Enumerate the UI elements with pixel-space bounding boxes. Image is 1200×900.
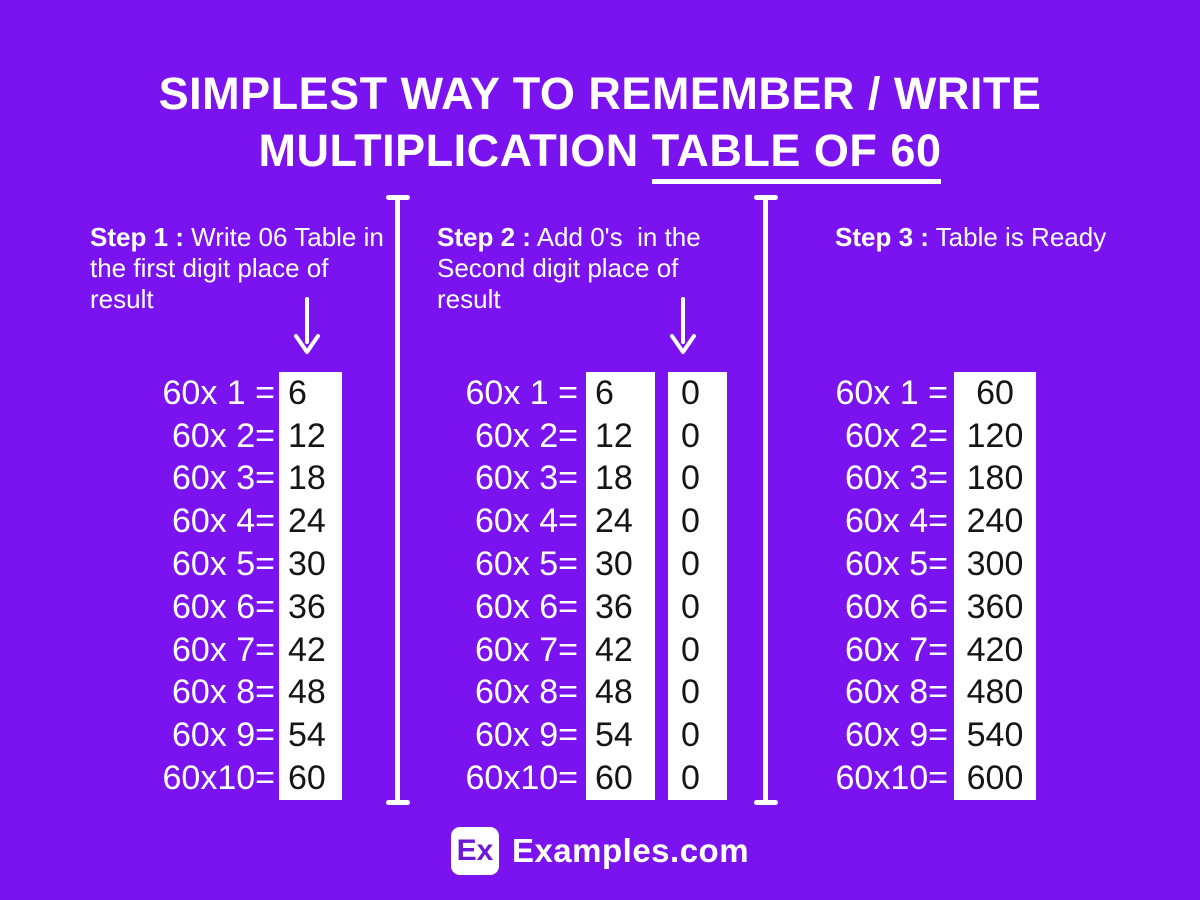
product-value: 360 — [966, 587, 1024, 626]
equation-label: 60x 5= — [844, 545, 948, 584]
zero-digit-value: 0 — [681, 459, 700, 498]
equation-label: 60x 1 = — [162, 373, 275, 412]
product-value: 180 — [966, 459, 1024, 498]
equation-label: 60x 2= — [171, 416, 275, 455]
zero-digit-value: 0 — [681, 502, 700, 541]
step-2-description: Add 0's in the Second digit place of res… — [437, 222, 708, 315]
first-digit-value: 54 — [595, 716, 633, 755]
zero-digit-value: 0 — [681, 373, 700, 412]
first-digit-value: 48 — [595, 673, 633, 712]
equation-label: 60x10= — [162, 759, 276, 798]
equation-label: 60x 6= — [171, 587, 275, 626]
equation-label: 60x 7= — [844, 630, 948, 669]
first-digit-value: 42 — [595, 630, 633, 669]
first-digit-value: 6 — [595, 373, 614, 412]
first-digit-value: 60 — [288, 759, 326, 798]
first-digit-value: 12 — [595, 416, 633, 455]
equation-label: 60x 8= — [474, 673, 578, 712]
zero-digit-value: 0 — [681, 673, 700, 712]
first-digit-value: 36 — [288, 587, 326, 626]
equation-label: 60x 5= — [474, 545, 578, 584]
first-digit-value: 60 — [595, 759, 633, 798]
examples-logo-icon: Ex — [450, 827, 499, 875]
equation-label: 60x 6= — [474, 587, 578, 626]
product-value: 120 — [966, 416, 1024, 455]
divider-step1-step2 — [395, 195, 400, 805]
zero-digit-value: 0 — [681, 587, 700, 626]
step1-first-digit-column: 6 12 18 24 30 36 42 48 54 60 — [279, 372, 342, 800]
equation-label: 60x 2= — [474, 416, 578, 455]
zero-digit-value: 0 — [681, 716, 700, 755]
equation-label: 60x 4= — [844, 502, 948, 541]
step-1-label: Step 1 : — [90, 222, 184, 252]
first-digit-value: 36 — [595, 587, 633, 626]
step3-equation-labels: 60x 1 = 60x 2= 60x 3= 60x 4= 60x 5= 60x 6= 60x… — [820, 372, 949, 800]
product-value: 420 — [966, 630, 1024, 669]
equation-label: 60x 5= — [171, 545, 275, 584]
step-1-description: Write 06 Table in the first digit place … — [90, 222, 392, 315]
equation-label: 60x 3= — [474, 459, 578, 498]
first-digit-value: 42 — [288, 630, 326, 669]
product-value: 600 — [966, 759, 1024, 798]
step-2-header: Step 2 : Add 0's in the Second digit pla… — [437, 222, 737, 316]
equation-label: 60x 8= — [171, 673, 275, 712]
first-digit-value: 18 — [288, 459, 326, 498]
equation-label: 60x 4= — [171, 502, 275, 541]
first-digit-value: 30 — [288, 545, 326, 584]
down-arrow-icon — [294, 297, 320, 354]
step2-first-digit-column: 6 12 18 24 30 36 42 48 54 60 — [586, 372, 655, 800]
step1-equation-labels: 60x 1 = 60x 2= 60x 3= 60x 4= 60x 5= 60x 6= 60x… — [90, 372, 276, 800]
equation-label: 60x 3= — [171, 459, 275, 498]
first-digit-value: 24 — [595, 502, 633, 541]
zero-digit-value: 0 — [681, 545, 700, 584]
equation-label: 60x 8= — [844, 673, 948, 712]
first-digit-value: 54 — [288, 716, 326, 755]
step2-equation-labels: 60x 1 = 60x 2= 60x 3= 60x 4= 60x 5= 60x 6= 60x… — [450, 372, 579, 800]
step-3-header: Step 3 : Table is Ready — [835, 222, 1165, 253]
equation-label: 60x 9= — [171, 716, 275, 755]
product-value: 480 — [966, 673, 1024, 712]
equation-label: 60x10= — [465, 759, 579, 798]
footer-brand: Ex Examples.com — [0, 827, 1200, 875]
zero-digit-value: 0 — [681, 630, 700, 669]
product-value: 540 — [966, 716, 1024, 755]
first-digit-value: 6 — [288, 373, 307, 412]
equation-label: 60x 1 = — [465, 373, 578, 412]
divider-step2-step3 — [763, 195, 768, 805]
step3-product-column: 60 120 180 240 300 360 420 480 540 600 — [954, 372, 1036, 800]
equation-label: 60x10= — [835, 759, 949, 798]
step-1-header: Step 1 : Write 06 Table in the first dig… — [90, 222, 390, 316]
equation-label: 60x 7= — [171, 630, 275, 669]
page-title: SIMPLEST WAY TO REMEMBER / WRITE MULTIPL… — [0, 66, 1200, 184]
step-3-description: Table is Ready — [928, 222, 1107, 252]
first-digit-value: 48 — [288, 673, 326, 712]
step-2-label: Step 2 : — [437, 222, 531, 252]
first-digit-value: 12 — [288, 416, 326, 455]
product-value: 60 — [976, 373, 1014, 412]
step-3-label: Step 3 : — [835, 222, 929, 252]
first-digit-value: 30 — [595, 545, 633, 584]
product-value: 240 — [966, 502, 1024, 541]
zero-digit-value: 0 — [681, 416, 700, 455]
title-line-1: SIMPLEST WAY TO REMEMBER / WRITE — [158, 68, 1042, 120]
equation-label: 60x 6= — [844, 587, 948, 626]
first-digit-value: 18 — [595, 459, 633, 498]
title-line-2-prefix: MULTIPLICATION — [258, 124, 652, 176]
equation-label: 60x 7= — [474, 630, 578, 669]
equation-label: 60x 1 = — [835, 373, 948, 412]
title-underlined-phrase: TABLE OF 60 — [651, 124, 942, 184]
first-digit-value: 24 — [288, 502, 326, 541]
equation-label: 60x 3= — [844, 459, 948, 498]
zero-digit-value: 0 — [681, 759, 700, 798]
brand-name: Examples.com — [511, 832, 750, 869]
product-value: 300 — [966, 545, 1024, 584]
down-arrow-icon — [670, 297, 696, 354]
equation-label: 60x 2= — [844, 416, 948, 455]
equation-label: 60x 9= — [474, 716, 578, 755]
equation-label: 60x 4= — [474, 502, 578, 541]
equation-label: 60x 9= — [844, 716, 948, 755]
